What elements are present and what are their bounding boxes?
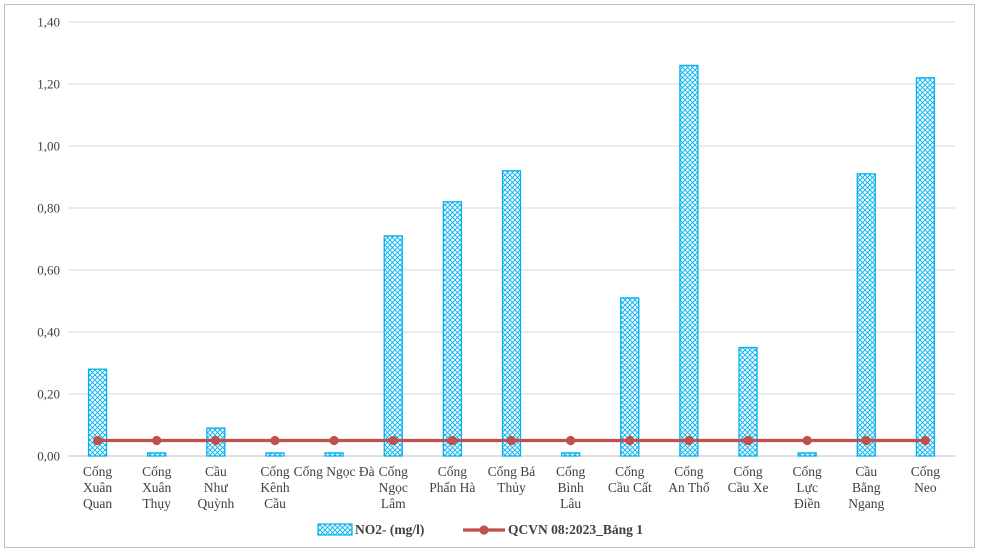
x-category-label: Cầu Như Quỳnh <box>197 464 234 511</box>
x-category-label: Cống Neo <box>911 464 941 495</box>
threshold-marker <box>684 435 694 446</box>
threshold-marker <box>802 435 812 446</box>
threshold-marker <box>743 435 753 446</box>
y-tick-label: 0,60 <box>37 263 60 278</box>
threshold-marker <box>388 435 398 446</box>
chart-frame <box>4 4 975 548</box>
x-category-label: Cống Xuân Quan <box>83 464 113 511</box>
x-category-label: Cống Cầu Xe <box>728 464 769 495</box>
bar <box>560 452 581 457</box>
x-category-label: Cống An Thổ <box>668 464 710 495</box>
y-axis: 0,00 0,20 0,40 0,60 0,80 1,00 1,20 1,40 <box>37 15 60 464</box>
threshold-marker <box>566 435 576 446</box>
bar <box>383 235 403 457</box>
x-category-label: Cống Bá Thủy <box>488 464 536 495</box>
bar <box>87 368 108 457</box>
legend: NO2- (mg/l) QCVN 08:2023_Bảng 1 <box>317 522 643 537</box>
threshold-marker <box>447 435 457 446</box>
x-axis-categories: Cống Xuân Quan Cống Xuân Thụy Cầu Như Quỳnh Cống K… <box>83 464 940 511</box>
bar <box>797 452 817 457</box>
legend-bar-label: NO2- (mg/l) <box>355 522 424 537</box>
legend-line-label: QCVN 08:2023_Bảng 1 <box>508 522 643 537</box>
y-tick-label: 1,00 <box>37 139 60 154</box>
x-category-label: Cống Ngọc Đà <box>294 464 375 479</box>
threshold-marker <box>625 435 635 446</box>
threshold-marker <box>506 435 517 446</box>
threshold-marker <box>920 435 931 446</box>
legend-line-marker <box>479 525 489 535</box>
y-tick-label: 0,00 <box>37 449 60 464</box>
bar-series <box>87 64 936 457</box>
y-tick-label: 1,20 <box>37 77 60 92</box>
x-category-label: Cống Bình Lâu <box>556 464 586 511</box>
bar <box>620 297 640 457</box>
x-category-label: Cầu Bằng Ngang <box>848 464 884 511</box>
x-category-label: Cống Cầu Cất <box>608 464 652 495</box>
x-category-label: Cống Lực Điền <box>793 464 823 511</box>
bar <box>856 173 876 457</box>
x-category-label: Cống Phấn Hà <box>429 464 475 495</box>
y-tick-label: 1,40 <box>37 15 60 30</box>
threshold-marker <box>211 435 221 446</box>
bar <box>442 201 463 457</box>
y-tick-label: 0,40 <box>37 325 60 340</box>
threshold-marker <box>92 435 103 446</box>
x-category-label: Cống Ngọc Lâm <box>379 464 409 511</box>
threshold-marker <box>329 435 339 446</box>
bar <box>265 452 285 457</box>
x-category-label: Cống Xuân Thụy <box>142 464 172 511</box>
threshold-marker <box>270 435 280 446</box>
bar <box>738 346 758 457</box>
threshold-marker <box>861 435 871 446</box>
bar <box>679 64 699 457</box>
bar <box>501 170 522 457</box>
legend-bar-swatch <box>317 523 353 536</box>
y-tick-label: 0,20 <box>37 387 60 402</box>
y-tick-label: 0,80 <box>37 201 60 216</box>
bar <box>324 452 344 457</box>
bar <box>915 77 936 457</box>
threshold-line-series <box>92 435 931 446</box>
bar <box>147 452 167 457</box>
x-category-label: Cống Kênh Cầu <box>260 464 290 511</box>
threshold-marker <box>152 435 162 446</box>
